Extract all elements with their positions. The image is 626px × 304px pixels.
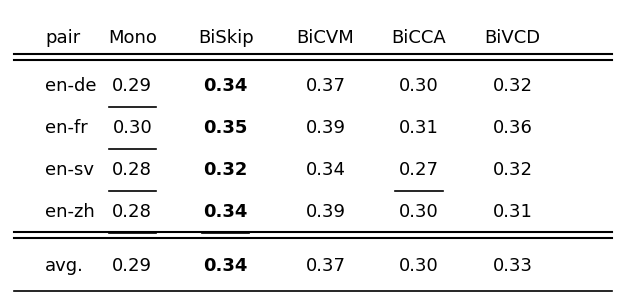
Text: en-sv: en-sv bbox=[45, 161, 94, 179]
Text: 0.34: 0.34 bbox=[203, 203, 248, 221]
Text: 0.34: 0.34 bbox=[305, 161, 346, 179]
Text: 0.31: 0.31 bbox=[399, 119, 439, 137]
Text: 0.28: 0.28 bbox=[112, 203, 152, 221]
Text: 0.32: 0.32 bbox=[493, 77, 533, 95]
Text: Mono: Mono bbox=[108, 29, 156, 47]
Text: BiSkip: BiSkip bbox=[198, 29, 254, 47]
Text: 0.31: 0.31 bbox=[493, 203, 532, 221]
Text: BiCCA: BiCCA bbox=[392, 29, 446, 47]
Text: 0.39: 0.39 bbox=[305, 203, 346, 221]
Text: 0.32: 0.32 bbox=[493, 161, 533, 179]
Text: 0.30: 0.30 bbox=[113, 119, 152, 137]
Text: 0.34: 0.34 bbox=[203, 257, 248, 275]
Text: en-fr: en-fr bbox=[45, 119, 88, 137]
Text: en-zh: en-zh bbox=[45, 203, 95, 221]
Text: 0.36: 0.36 bbox=[493, 119, 532, 137]
Text: BiVCD: BiVCD bbox=[485, 29, 540, 47]
Text: 0.30: 0.30 bbox=[399, 77, 439, 95]
Text: 0.32: 0.32 bbox=[203, 161, 248, 179]
Text: avg.: avg. bbox=[45, 257, 84, 275]
Text: pair: pair bbox=[45, 29, 80, 47]
Text: 0.33: 0.33 bbox=[493, 257, 533, 275]
Text: 0.35: 0.35 bbox=[203, 119, 248, 137]
Text: 0.30: 0.30 bbox=[399, 203, 439, 221]
Text: 0.29: 0.29 bbox=[112, 77, 152, 95]
Text: 0.30: 0.30 bbox=[399, 257, 439, 275]
Text: 0.34: 0.34 bbox=[203, 77, 248, 95]
Text: 0.27: 0.27 bbox=[399, 161, 439, 179]
Text: 0.37: 0.37 bbox=[305, 257, 346, 275]
Text: 0.37: 0.37 bbox=[305, 77, 346, 95]
Text: 0.29: 0.29 bbox=[112, 257, 152, 275]
Text: 0.28: 0.28 bbox=[112, 161, 152, 179]
Text: 0.39: 0.39 bbox=[305, 119, 346, 137]
Text: BiCVM: BiCVM bbox=[297, 29, 354, 47]
Text: en-de: en-de bbox=[45, 77, 96, 95]
